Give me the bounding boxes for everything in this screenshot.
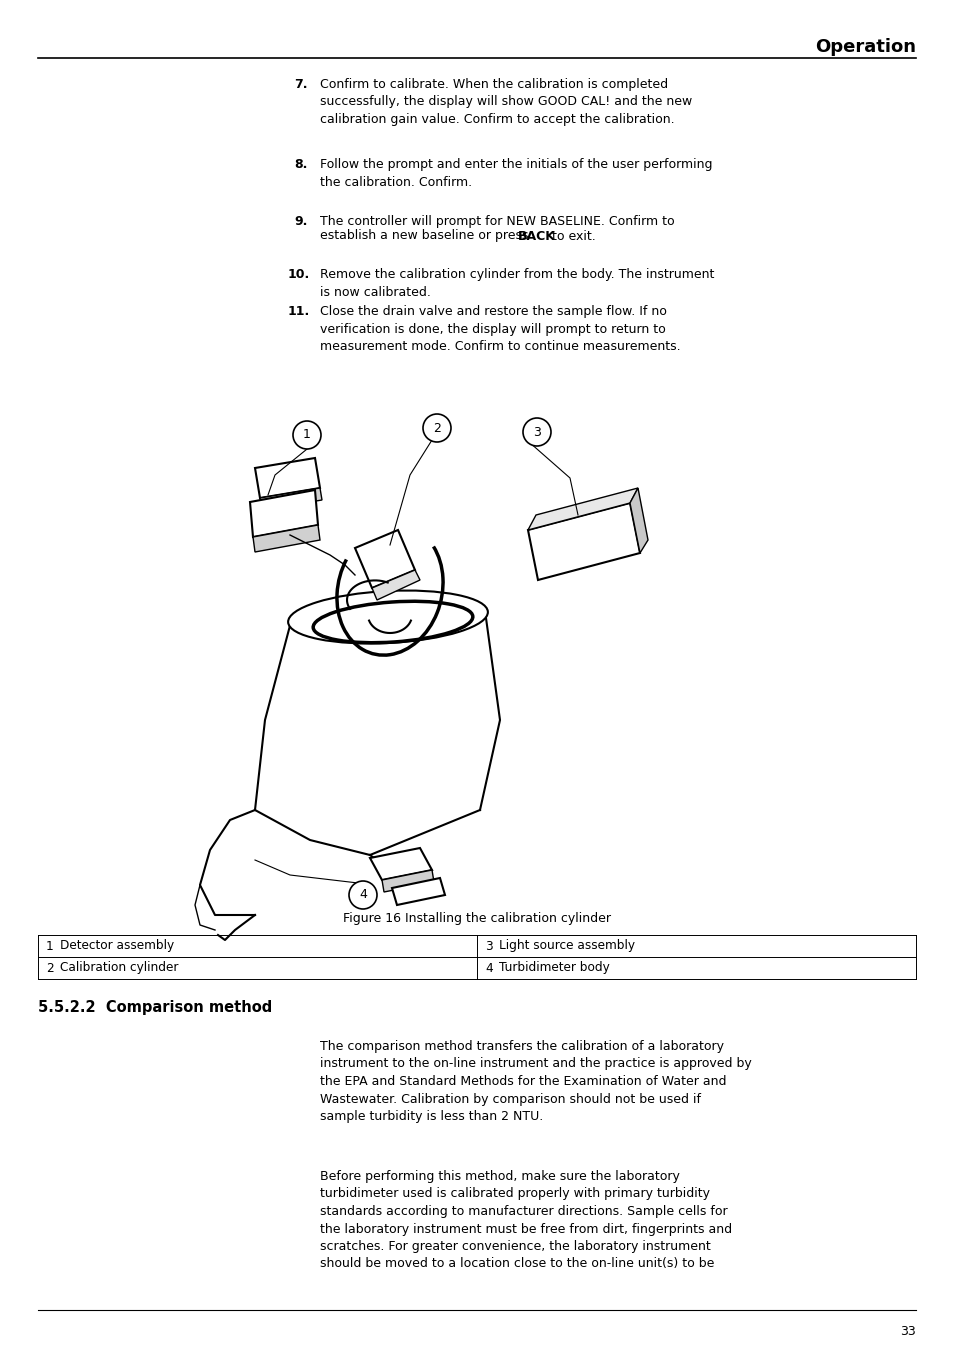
Polygon shape	[254, 458, 319, 498]
Text: 3: 3	[533, 425, 540, 439]
Text: Operation: Operation	[814, 38, 915, 55]
Text: to exit.: to exit.	[547, 230, 595, 243]
Polygon shape	[355, 531, 415, 589]
Text: Confirm to calibrate. When the calibration is completed
successfully, the displa: Confirm to calibrate. When the calibrati…	[319, 78, 692, 126]
Text: Light source assembly: Light source assembly	[498, 940, 635, 953]
Polygon shape	[527, 504, 639, 580]
Circle shape	[349, 882, 376, 909]
Polygon shape	[527, 487, 638, 531]
Text: 1: 1	[303, 428, 311, 441]
Text: Detector assembly: Detector assembly	[60, 940, 174, 953]
Text: 3: 3	[484, 940, 493, 953]
Text: 10.: 10.	[288, 269, 310, 281]
Text: 8.: 8.	[294, 158, 308, 171]
Ellipse shape	[313, 601, 473, 643]
Text: 9.: 9.	[294, 215, 308, 228]
Polygon shape	[260, 487, 322, 510]
Polygon shape	[370, 848, 432, 880]
Ellipse shape	[288, 590, 487, 644]
Polygon shape	[392, 878, 444, 904]
Text: 11.: 11.	[288, 305, 310, 319]
Text: Turbidimeter body: Turbidimeter body	[498, 961, 609, 975]
Text: Close the drain valve and restore the sample flow. If no
verification is done, t: Close the drain valve and restore the sa…	[319, 305, 679, 352]
Text: The controller will prompt for NEW BASELINE. Confirm to: The controller will prompt for NEW BASEL…	[319, 215, 674, 228]
Text: Remove the calibration cylinder from the body. The instrument
is now calibrated.: Remove the calibration cylinder from the…	[319, 269, 714, 298]
Text: 2: 2	[46, 961, 53, 975]
Text: Figure 16 Installing the calibration cylinder: Figure 16 Installing the calibration cyl…	[343, 913, 610, 925]
Circle shape	[422, 414, 451, 441]
Text: 5.5.2.2  Comparison method: 5.5.2.2 Comparison method	[38, 1000, 272, 1015]
Text: 33: 33	[900, 1324, 915, 1338]
Text: Follow the prompt and enter the initials of the user performing
the calibration.: Follow the prompt and enter the initials…	[319, 158, 712, 189]
Circle shape	[293, 421, 320, 450]
Text: 4: 4	[358, 888, 367, 902]
Polygon shape	[381, 869, 434, 892]
Polygon shape	[629, 487, 647, 554]
Polygon shape	[372, 570, 419, 599]
Text: 7.: 7.	[294, 78, 308, 90]
Polygon shape	[250, 490, 317, 537]
Polygon shape	[253, 525, 319, 552]
Text: Before performing this method, make sure the laboratory
turbidimeter used is cal: Before performing this method, make sure…	[319, 1170, 731, 1270]
Text: 4: 4	[484, 961, 493, 975]
Text: Calibration cylinder: Calibration cylinder	[60, 961, 178, 975]
Text: 1: 1	[46, 940, 53, 953]
Circle shape	[522, 418, 551, 446]
Text: 2: 2	[433, 421, 440, 435]
Text: establish a new baseline or press: establish a new baseline or press	[319, 230, 532, 243]
Text: The comparison method transfers the calibration of a laboratory
instrument to th: The comparison method transfers the cali…	[319, 1040, 751, 1123]
Text: BACK: BACK	[517, 230, 556, 243]
